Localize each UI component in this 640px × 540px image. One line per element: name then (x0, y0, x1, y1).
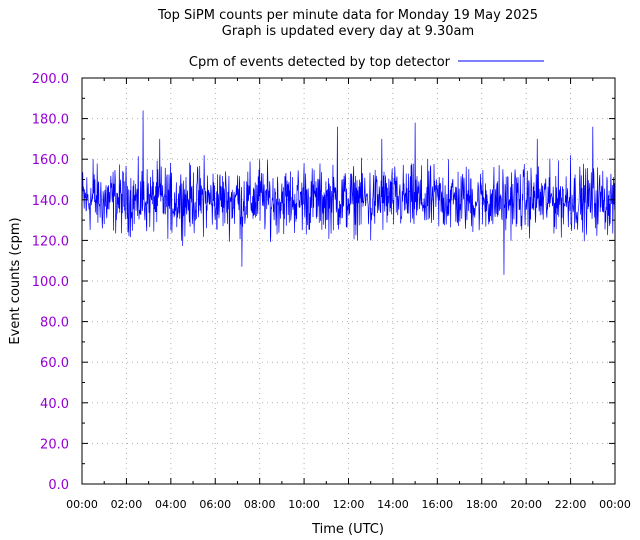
y-tick-label: 100.0 (32, 275, 69, 290)
y-tick-label: 200.0 (32, 72, 69, 87)
series-line (81, 110, 616, 275)
x-tick-label: 00:00 (66, 498, 98, 511)
series-layer (81, 110, 616, 275)
x-tick-label: 22:00 (555, 498, 587, 511)
x-tick-label: 02:00 (111, 498, 143, 511)
chart-subtitle: Graph is updated every day at 9.30am (222, 24, 474, 39)
y-tick-label: 140.0 (32, 194, 69, 209)
y-tick-label: 60.0 (40, 356, 69, 371)
x-tick-label: 16:00 (421, 498, 453, 511)
x-tick-label: 18:00 (466, 498, 498, 511)
x-tick-label: 06:00 (199, 498, 231, 511)
y-tick-label: 0.0 (48, 478, 69, 493)
y-tick-label: 20.0 (40, 437, 69, 452)
x-tick-label: 12:00 (333, 498, 365, 511)
y-tick-label: 120.0 (32, 234, 69, 249)
grid (82, 78, 615, 484)
legend-label: Cpm of events detected by top detector (189, 55, 451, 70)
x-tick-label: 10:00 (288, 498, 320, 511)
y-tick-label: 40.0 (40, 397, 69, 412)
x-tick-label: 00:00 (599, 498, 631, 511)
chart-title: Top SiPM counts per minute data for Mond… (157, 8, 538, 23)
x-tick-label: 20:00 (510, 498, 542, 511)
y-tick-label: 180.0 (32, 113, 69, 128)
x-tick-label: 08:00 (244, 498, 276, 511)
y-tick-label: 80.0 (40, 316, 69, 331)
y-tick-label: 160.0 (32, 153, 69, 168)
axis-ticks: 0.0 20.0 40.0 60.0 80.0 100.0 120.0 140.0 160.0 1… (32, 72, 631, 511)
y-axis-label: Event counts (cpm) (8, 217, 23, 344)
x-tick-label: 14:00 (377, 498, 409, 511)
x-tick-label: 04:00 (155, 498, 187, 511)
x-axis-label: Time (UTC) (311, 522, 384, 537)
